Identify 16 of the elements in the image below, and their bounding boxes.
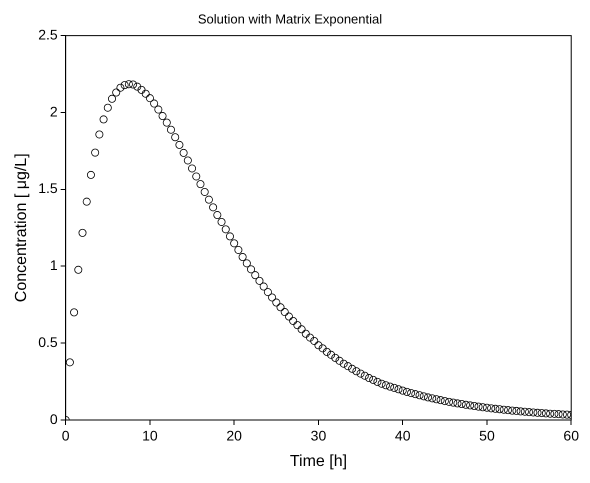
- y-tick-label: 2.5: [38, 26, 58, 42]
- y-tick-label: 0.5: [38, 334, 58, 350]
- x-tick-label: 30: [310, 427, 326, 444]
- chart-title: Solution with Matrix Exponential: [198, 11, 382, 26]
- x-tick-label: 60: [563, 427, 580, 444]
- x-tick-label: 10: [142, 427, 158, 444]
- x-tick-label: 0: [62, 427, 70, 444]
- y-tick-label: 1.5: [38, 180, 58, 196]
- y-tick-label: 1: [50, 257, 58, 274]
- y-axis-title: Concentration [ μg/L]: [13, 153, 30, 302]
- x-tick-label: 40: [394, 427, 411, 444]
- y-tick-label: 0: [50, 410, 58, 427]
- y-tick-label: 2: [50, 103, 58, 120]
- x-tick-label: 20: [226, 427, 242, 444]
- x-tick-label: 50: [479, 427, 495, 444]
- x-axis-title: Time [h]: [290, 452, 348, 470]
